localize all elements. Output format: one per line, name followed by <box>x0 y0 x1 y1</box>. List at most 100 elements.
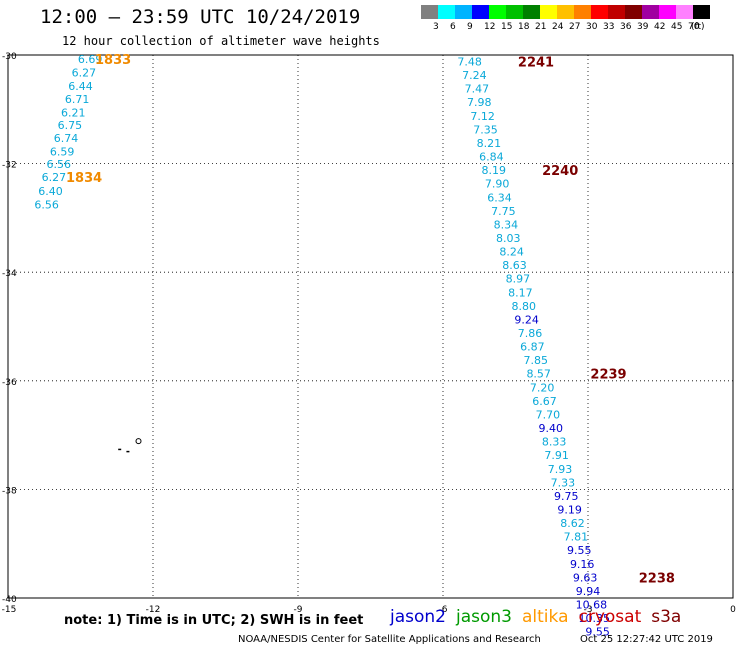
wave-height-label: 8.03 <box>496 232 521 245</box>
legend-swatch <box>591 5 608 19</box>
wave-height-label: 8.17 <box>508 286 533 299</box>
chart-title: 12:00 – 23:59 UTC 10/24/2019 <box>40 6 361 28</box>
wave-height-label: 6.34 <box>487 191 512 204</box>
legend-label: 12 <box>484 22 496 32</box>
legend-label: 21 <box>535 22 547 32</box>
legend-swatch <box>540 5 557 19</box>
y-tick-label: -30 <box>2 52 17 62</box>
wave-height-label: 7.93 <box>548 463 573 476</box>
legend-swatch <box>676 5 693 19</box>
time-label: 2238 <box>639 571 675 586</box>
map-axes: -15 -12 -9 -6 -3 0-30-32-34-36-38-40 <box>2 52 736 615</box>
satellite-name: jason2 <box>390 607 446 627</box>
wave-height-label: 6.56 <box>47 158 72 171</box>
x-tick-label: -6 <box>439 605 448 615</box>
wave-height-label: 10.35 <box>579 612 611 625</box>
y-tick-label: -36 <box>2 378 17 388</box>
wave-height-label: 6.27 <box>72 66 97 79</box>
legend-swatch <box>574 5 591 19</box>
legend-label: 36 <box>620 22 632 32</box>
wave-height-label: 6.84 <box>479 151 504 164</box>
wave-height-label: 9.24 <box>514 313 539 326</box>
legend-label: 15 <box>501 22 513 32</box>
satellite-name: altika <box>522 607 569 627</box>
wave-height-label: 7.81 <box>564 531 589 544</box>
legend-label: 33 <box>603 22 615 32</box>
wave-height-label: 7.47 <box>465 83 490 96</box>
wave-height-label: 6.44 <box>68 80 93 93</box>
time-label: 2239 <box>590 368 626 383</box>
legend-label: 27 <box>569 22 581 32</box>
satellite-name: jason3 <box>456 607 512 627</box>
wave-height-label: 7.90 <box>485 178 510 191</box>
time-label: 2241 <box>518 56 554 71</box>
wave-height-label: 6.74 <box>54 132 79 145</box>
wave-height-label: 9.55 <box>567 544 592 557</box>
wave-height-label: 7.75 <box>491 205 516 218</box>
wave-height-label: 7.91 <box>544 449 569 462</box>
legend-swatch <box>455 5 472 19</box>
wave-height-label: 8.97 <box>506 273 531 286</box>
legend-swatch <box>472 5 489 19</box>
y-tick-label: -32 <box>2 161 17 171</box>
island-markers <box>118 438 142 453</box>
wave-height-label: 10.68 <box>576 599 608 612</box>
wave-height-label: 6.56 <box>34 198 59 211</box>
legend-label: 39 <box>637 22 649 32</box>
wave-height-label: 6.27 <box>42 171 67 184</box>
wave-height-label: 6.21 <box>61 107 86 120</box>
wave-height-label: 7.98 <box>467 96 492 109</box>
wave-height-label: 7.48 <box>457 56 482 69</box>
x-tick-label: -12 <box>146 605 161 615</box>
legend-swatch <box>506 5 523 19</box>
legend-swatch <box>438 5 455 19</box>
legend-label: 6 <box>450 22 456 32</box>
time-label: 2240 <box>542 164 578 179</box>
legend-swatch <box>642 5 659 19</box>
wave-height-label: 8.62 <box>560 517 585 530</box>
y-tick-label: -38 <box>2 486 17 496</box>
legend-swatch <box>693 5 710 19</box>
satellite-name: cryosat <box>578 607 642 627</box>
wave-height-label: 9.19 <box>557 503 582 516</box>
wave-height-label: 8.24 <box>499 246 524 259</box>
legend-label: 9 <box>467 22 473 32</box>
wave-height-label: 7.12 <box>470 110 495 123</box>
wave-height-label: 9.16 <box>570 558 595 571</box>
y-tick-label: -34 <box>2 269 17 279</box>
satellite-track: 7.487.247.477.987.127.358.216.848.197.90… <box>457 56 675 639</box>
y-tick-label: -40 <box>2 595 17 605</box>
legend-swatch <box>489 5 506 19</box>
x-tick-label: -3 <box>584 605 593 615</box>
wave-height-label: 6.40 <box>38 185 63 198</box>
credit-line: NOAA/NESDIS Center for Satellite Applica… <box>238 634 541 645</box>
legend-label: 18 <box>518 22 530 32</box>
wave-height-label: 8.34 <box>494 218 519 231</box>
wave-height-label: 8.21 <box>477 137 502 150</box>
legend-swatch <box>625 5 642 19</box>
legend-swatch <box>421 5 438 19</box>
wave-height-label: 6.69 <box>78 53 103 66</box>
wave-height-label: 7.86 <box>518 327 543 340</box>
wave-height-label: 6.75 <box>58 119 83 132</box>
legend-label: 45 <box>671 22 683 32</box>
wave-height-label: 9.94 <box>576 585 601 598</box>
satellite-legend: jason2 jason3 altika cryosat s3a <box>390 607 691 627</box>
wave-height-label: 9.55 <box>585 626 610 639</box>
legend-swatch <box>608 5 625 19</box>
time-label: 1834 <box>66 171 102 186</box>
altimeter-tracks: 6.696.276.446.716.216.756.746.596.566.27… <box>34 53 675 639</box>
wave-height-label: 7.20 <box>530 381 555 394</box>
wave-height-label: 8.57 <box>526 368 551 381</box>
legend-label: 30 <box>586 22 598 32</box>
satellite-name: s3a <box>651 607 682 627</box>
generation-timestamp: Oct 25 12:27:42 UTC 2019 <box>580 634 713 645</box>
wave-height-label: 9.63 <box>573 571 598 584</box>
wave-height-label: 9.75 <box>554 490 579 503</box>
map-grid <box>7 54 734 599</box>
wave-height-label: 7.35 <box>473 123 498 136</box>
legend-label: 24 <box>552 22 564 32</box>
island-marker <box>126 450 130 453</box>
legend-label: 42 <box>654 22 666 32</box>
